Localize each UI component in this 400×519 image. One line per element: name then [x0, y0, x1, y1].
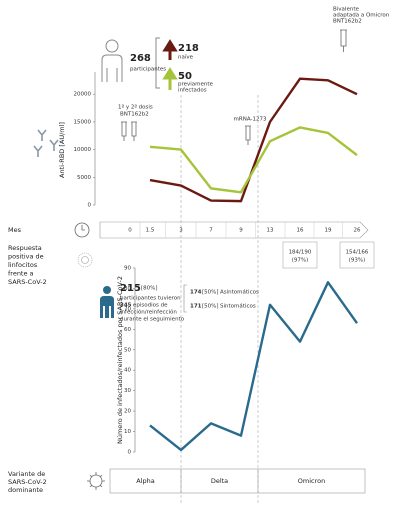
lymphocyte-label: linfocitos [8, 261, 38, 269]
month-label: 0 [128, 228, 132, 234]
infections-text: durante el seguimiento [120, 317, 185, 323]
lymphocyte-pct: (93%) [349, 258, 366, 264]
y-tick-label: 60 [124, 327, 131, 333]
month-label: 13 [267, 228, 274, 234]
data-line [149, 77, 358, 203]
previous-label: infectados [178, 88, 207, 94]
lymphocyte-label: frente a [8, 270, 34, 278]
arrow-naive [162, 39, 178, 60]
month-label: 7 [209, 228, 213, 234]
syringe-icons [121, 29, 347, 145]
bracket [155, 37, 160, 89]
sym-label: Sintomáticos [220, 303, 256, 310]
variant-name: Alpha [136, 477, 154, 485]
annotation: BNT162b2 [120, 112, 149, 118]
person-icon [101, 39, 123, 82]
y-tick-label: 10 [124, 429, 131, 435]
infections-text: participantes tuvieron [120, 296, 181, 302]
y-tick-label: 50 [124, 347, 131, 353]
clock-icon [74, 222, 90, 238]
lymphocyte-box [339, 241, 375, 269]
lymphocyte-box [282, 241, 318, 269]
naive-count: 218 [178, 43, 199, 54]
y-tick-label: 20000 [74, 92, 92, 98]
asym-pct: [50%] [202, 290, 219, 296]
y-tick-label: 90 [124, 266, 131, 272]
antibody-icon [33, 129, 59, 157]
infections-count: 215 [120, 283, 141, 294]
y-tick-label: 15000 [74, 119, 92, 125]
timeline-box [99, 221, 369, 239]
y-axis-label: Anti-RBD [AU/ml] [58, 122, 66, 178]
month-label: 9 [239, 228, 243, 234]
month-label: 16 [297, 228, 304, 234]
asym-label: Asintomáticos [220, 289, 259, 296]
previous-label: previamente [178, 82, 214, 88]
infections-pct: [80%] [141, 286, 158, 292]
lymphocyte-label: positiva de [8, 253, 44, 261]
y-tick-label: 0 [88, 203, 92, 209]
participants-label: participantes [130, 67, 166, 73]
y-tick-label: 10000 [74, 147, 92, 153]
timeline-label: Mes [8, 226, 22, 234]
lymphocyte-label: SARS-CoV-2 [8, 278, 47, 286]
lymphocyte-pct: (97%) [292, 258, 309, 264]
variant-box [109, 468, 366, 494]
variant-label: SARS-CoV-2 [8, 478, 47, 486]
person-icon-blue [100, 286, 114, 318]
annotation: 1ª y 2ª dosis [118, 104, 153, 111]
lymphocyte-ratio: 184/190 [289, 250, 312, 256]
y-tick-label: 0 [128, 450, 132, 456]
y-tick-label: 20 [124, 409, 131, 415]
data-line [149, 126, 358, 194]
naive-label: naïve [178, 55, 194, 61]
month-label: 1.5 [146, 228, 155, 234]
month-label: 26 [354, 228, 361, 234]
arrow-previous [162, 67, 178, 90]
lymphocyte-ratio: 154/166 [346, 250, 369, 256]
month-label: 19 [325, 228, 332, 234]
y-axis-label: Número de infectados/reinfectados por SA… [116, 276, 124, 444]
lymphocyte-label: Respuesta [8, 244, 42, 252]
previous-count: 50 [178, 71, 192, 82]
participants-count: 268 [130, 53, 151, 64]
annotation: Bivalente [333, 7, 359, 13]
infections-text: episodios de [133, 303, 168, 309]
virus-icon [87, 472, 105, 490]
annotation: mRNA-1273 [234, 117, 267, 123]
sym-count: 171 [190, 304, 202, 310]
y-tick-label: 80 [124, 286, 131, 292]
y-tick-label: 40 [124, 368, 131, 374]
variant-label: dominante [8, 486, 43, 494]
variant-label: Variante de [8, 470, 45, 478]
lymphocyte-icon [77, 252, 93, 268]
y-tick-label: 30 [124, 388, 131, 394]
annotation: BNT162b2 [333, 19, 362, 25]
y-tick-label: 70 [124, 306, 131, 312]
episodes-count: 345 [120, 303, 132, 309]
annotation: adaptada a Omicron [333, 13, 390, 19]
variant-name: Delta [211, 477, 228, 485]
month-label: 3 [179, 228, 183, 234]
sym-pct: [50%] [202, 304, 219, 310]
infections-text: infección/reinfección [120, 309, 177, 316]
variant-name: Omicron [298, 477, 325, 485]
bracket [183, 284, 187, 313]
data-line [149, 281, 358, 452]
y-tick-label: 5000 [77, 175, 91, 181]
asym-count: 174 [190, 290, 202, 296]
